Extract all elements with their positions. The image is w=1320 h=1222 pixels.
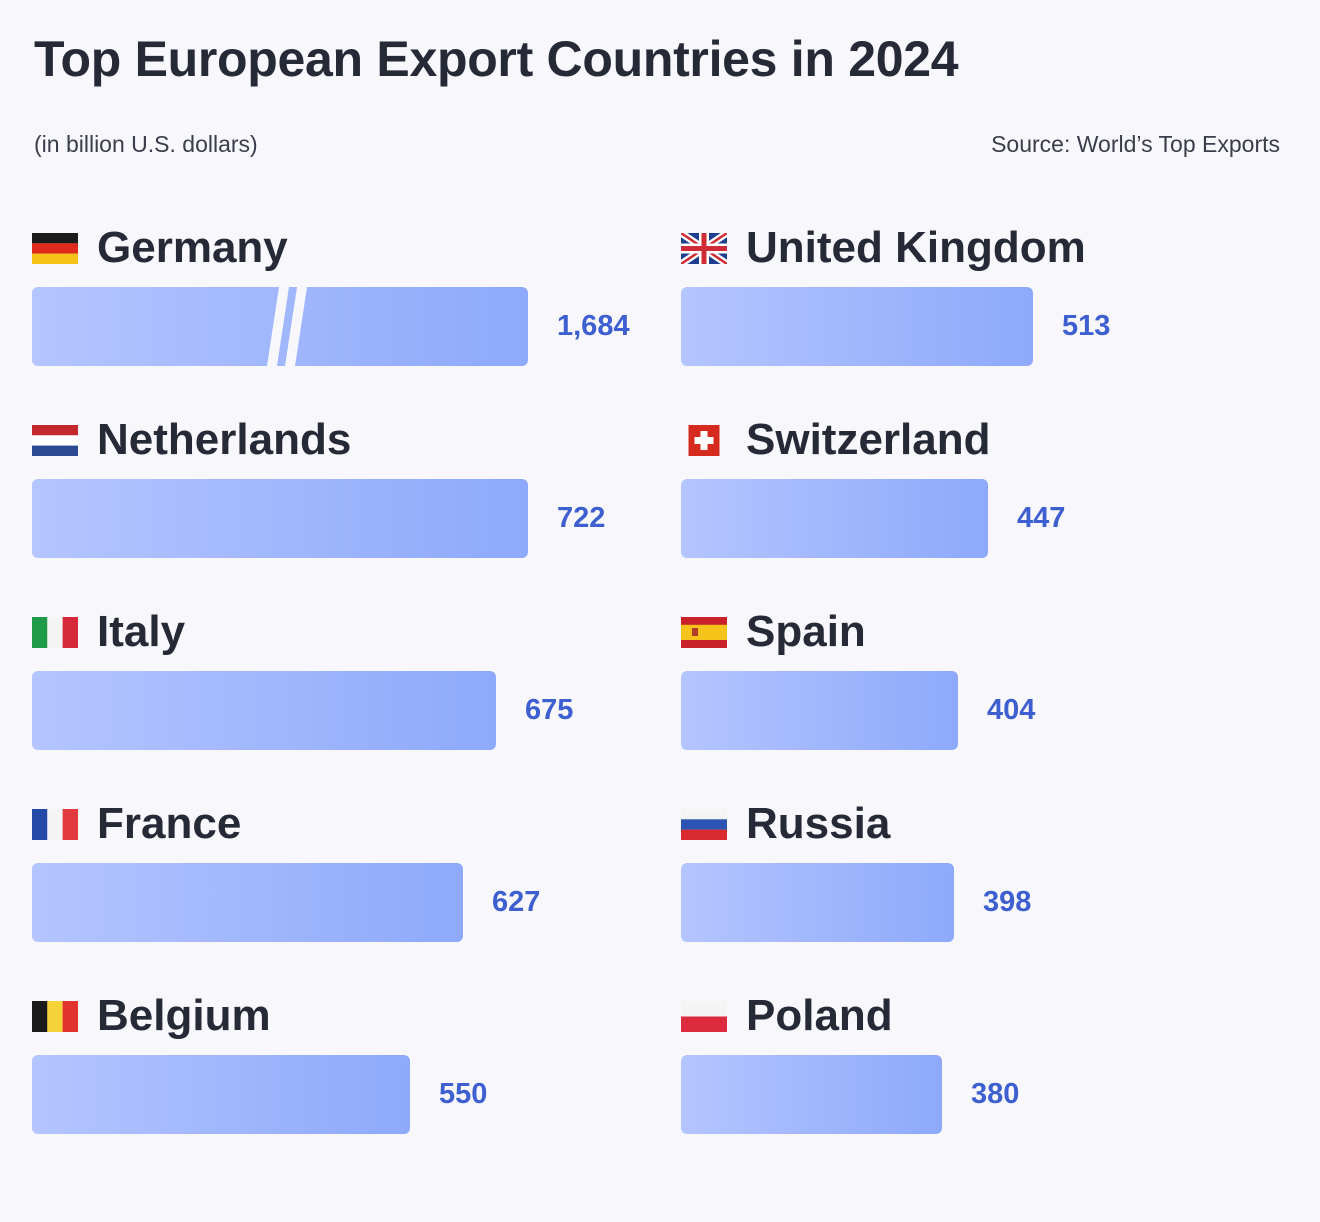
bar-belgium [32, 1055, 410, 1134]
category-header: Switzerland [681, 410, 991, 470]
bar-switzerland [681, 479, 988, 558]
axis-break-marker [267, 287, 307, 366]
value-label: 398 [983, 886, 1032, 918]
chart-subtitle: (in billion U.S. dollars) [34, 131, 258, 157]
bar-poland [681, 1055, 942, 1134]
value-label: 1,684 [557, 310, 630, 342]
chart-title: Top European Export Countries in 2024 [34, 31, 959, 87]
category-header: Italy [32, 602, 185, 662]
category-label: Poland [746, 991, 893, 1040]
category-label: Switzerland [746, 415, 991, 464]
bar-italy [32, 671, 496, 750]
bar-group-germany: Germany 1,684 [32, 218, 672, 378]
category-label: United Kingdom [746, 223, 1086, 272]
bar-group-netherlands: Netherlands 722 [32, 410, 672, 570]
switzerland-flag-icon [681, 424, 727, 456]
bar-france [32, 863, 463, 942]
poland-flag-icon [681, 1000, 727, 1032]
bar-spain [681, 671, 958, 750]
category-header: Russia [681, 794, 890, 854]
bar-group-united-kingdom: United Kingdom 513 [681, 218, 1320, 378]
value-label: 722 [557, 502, 606, 534]
value-label: 675 [525, 694, 574, 726]
bar-group-spain: Spain 404 [681, 602, 1320, 762]
category-header: Netherlands [32, 410, 351, 470]
value-label: 404 [987, 694, 1036, 726]
bar-group-switzerland: Switzerland 447 [681, 410, 1320, 570]
category-label: France [97, 799, 242, 848]
netherlands-flag-icon [32, 424, 78, 456]
germany-flag-icon [32, 232, 78, 264]
category-label: Belgium [97, 991, 271, 1040]
russia-flag-icon [681, 808, 727, 840]
value-label: 380 [971, 1078, 1020, 1110]
chart-source: Source: World’s Top Exports [991, 131, 1280, 157]
france-flag-icon [32, 808, 78, 840]
bar-group-france: France 627 [32, 794, 672, 954]
value-label: 447 [1017, 502, 1066, 534]
bar-germany [32, 287, 528, 366]
category-header: France [32, 794, 241, 854]
bar-group-russia: Russia 398 [681, 794, 1320, 954]
belgium-flag-icon [32, 1000, 78, 1032]
bar-united-kingdom [681, 287, 1033, 366]
category-header: United Kingdom [681, 218, 1086, 278]
bar-russia [681, 863, 954, 942]
bar-group-italy: Italy 675 [32, 602, 672, 762]
value-label: 627 [492, 886, 541, 918]
category-label: Germany [97, 223, 288, 272]
value-label: 550 [439, 1078, 488, 1110]
category-header: Germany [32, 218, 288, 278]
category-label: Spain [746, 607, 866, 656]
bar-group-poland: Poland 380 [681, 986, 1320, 1146]
category-header: Belgium [32, 986, 271, 1046]
spain-flag-icon [681, 616, 727, 648]
uk-flag-icon [681, 232, 727, 264]
bar-netherlands [32, 479, 528, 558]
italy-flag-icon [32, 616, 78, 648]
value-label: 513 [1062, 310, 1111, 342]
category-label: Netherlands [97, 415, 352, 464]
bar-group-belgium: Belgium 550 [32, 986, 672, 1146]
category-label: Russia [746, 799, 891, 848]
category-label: Italy [97, 607, 186, 656]
category-header: Poland [681, 986, 893, 1046]
category-header: Spain [681, 602, 866, 662]
